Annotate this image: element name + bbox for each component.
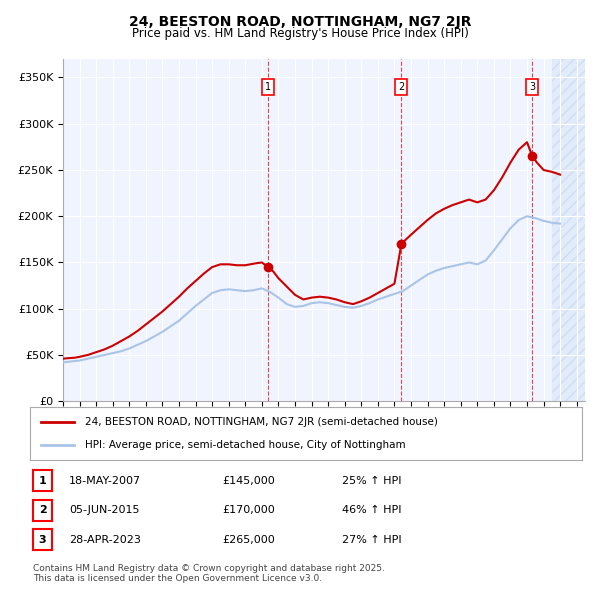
Text: 25% ↑ HPI: 25% ↑ HPI (342, 476, 401, 486)
Text: 3: 3 (39, 535, 46, 545)
Text: 27% ↑ HPI: 27% ↑ HPI (342, 535, 401, 545)
Text: Price paid vs. HM Land Registry's House Price Index (HPI): Price paid vs. HM Land Registry's House … (131, 27, 469, 40)
Text: 46% ↑ HPI: 46% ↑ HPI (342, 506, 401, 515)
Text: 2: 2 (39, 506, 46, 515)
Text: £265,000: £265,000 (222, 535, 275, 545)
Text: £170,000: £170,000 (222, 506, 275, 515)
Text: HPI: Average price, semi-detached house, City of Nottingham: HPI: Average price, semi-detached house,… (85, 440, 406, 450)
Text: Contains HM Land Registry data © Crown copyright and database right 2025.
This d: Contains HM Land Registry data © Crown c… (33, 563, 385, 583)
Text: 24, BEESTON ROAD, NOTTINGHAM, NG7 2JR: 24, BEESTON ROAD, NOTTINGHAM, NG7 2JR (129, 15, 471, 29)
Text: £145,000: £145,000 (222, 476, 275, 486)
Text: 3: 3 (529, 82, 535, 92)
Text: 18-MAY-2007: 18-MAY-2007 (69, 476, 141, 486)
Text: 2: 2 (398, 82, 404, 92)
Text: 24, BEESTON ROAD, NOTTINGHAM, NG7 2JR (semi-detached house): 24, BEESTON ROAD, NOTTINGHAM, NG7 2JR (s… (85, 417, 438, 427)
Text: 28-APR-2023: 28-APR-2023 (69, 535, 141, 545)
Text: 05-JUN-2015: 05-JUN-2015 (69, 506, 139, 515)
Text: 1: 1 (39, 476, 46, 486)
Text: 1: 1 (265, 82, 271, 92)
Bar (552, 59, 585, 401)
